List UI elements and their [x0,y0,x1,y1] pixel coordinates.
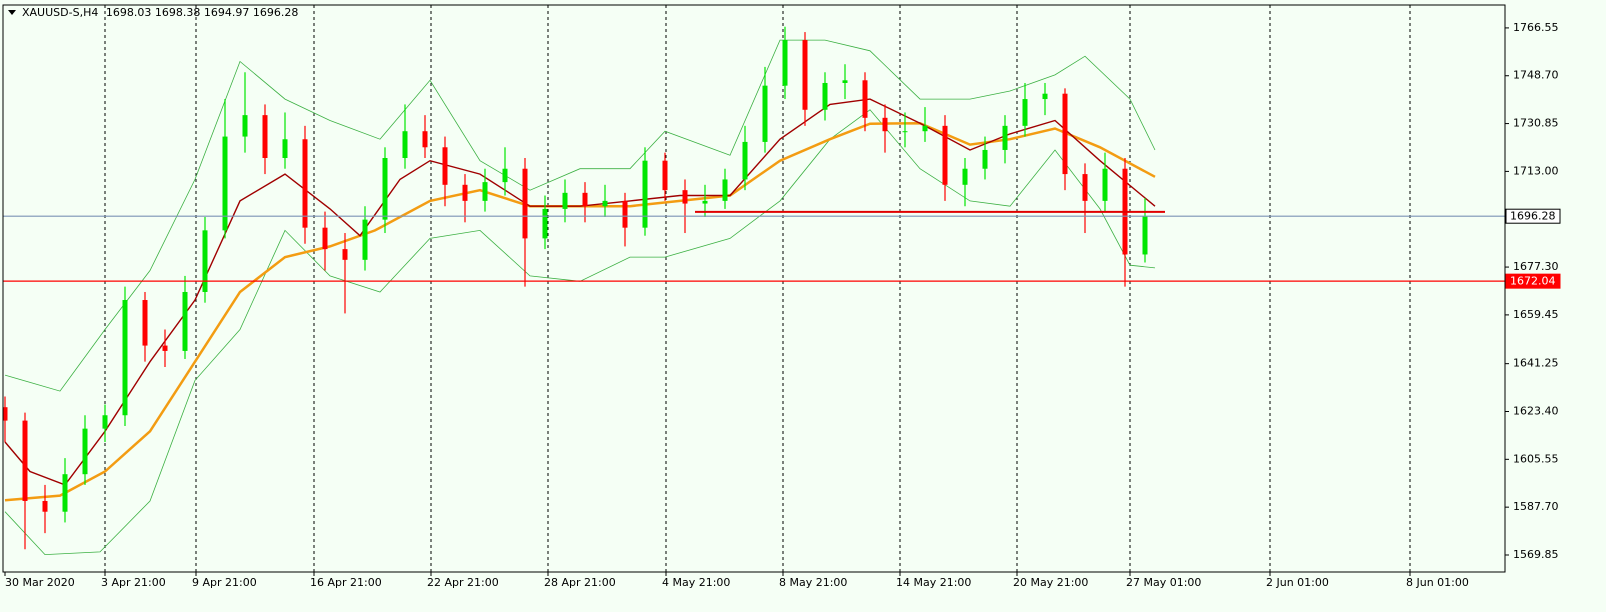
candle-body [162,345,168,351]
candle-body [662,160,668,191]
y-tick-label: 1569.85 [1513,548,1559,561]
x-tick-label: 8 May 21:00 [779,576,847,589]
candle-body [622,200,628,228]
indicator-line [4,39,1156,392]
candle-body [402,131,408,159]
indicator-line [4,109,1156,556]
candle-body [542,208,548,239]
y-tick-label: 1659.45 [1513,308,1559,321]
candle-body [762,85,768,142]
x-tick-label: 28 Apr 21:00 [544,576,616,589]
candle-body [502,168,508,183]
y-tick-label: 1605.55 [1513,452,1559,465]
candle-body [682,190,688,204]
candle-body [602,200,608,207]
candle-body [582,192,588,207]
y-tick-label: 1677.30 [1513,260,1559,273]
quote-close: 1696.28 [253,6,299,19]
candle-body [922,125,928,132]
y-tick-label: 1623.40 [1513,404,1559,417]
candle-body [522,168,528,239]
candle-body [942,125,948,185]
x-tick-label: 27 May 01:00 [1126,576,1201,589]
y-tick-label: 1748.70 [1513,69,1559,82]
candle-body [1002,125,1008,150]
candle-body [182,291,188,351]
candle-body [222,136,228,231]
candle-body [1102,168,1108,201]
x-tick-label: 22 Apr 21:00 [427,576,499,589]
price-label-box [1505,273,1561,289]
candle-body [1142,216,1148,255]
quote-low: 1694.97 [204,6,250,19]
candle-body [322,227,328,250]
candle-body [462,184,468,201]
x-tick-label: 20 May 21:00 [1013,576,1088,589]
y-tick-label: 1641.25 [1513,357,1559,370]
menu-arrow[interactable] [8,10,16,15]
candle-body [842,80,848,83]
candle-body [1022,99,1028,126]
x-tick-label: 16 Apr 21:00 [310,576,382,589]
x-tick-label: 30 Mar 2020 [5,576,75,589]
price-label: 1696.28 [1510,210,1556,223]
candle-body [382,158,388,220]
y-tick-label: 1766.55 [1513,21,1559,34]
candle-body [702,200,708,204]
candle-body [642,160,648,228]
y-tick-label: 1730.85 [1513,117,1559,130]
quote-open: 1698.03 [106,6,152,19]
candle-body [882,117,888,132]
candle-body [142,300,148,346]
plot-area [2,5,1505,572]
candle-body [262,115,268,159]
candle-body [782,40,788,86]
x-tick-label: 3 Apr 21:00 [101,576,166,589]
candle-body [82,428,88,475]
price-label: 1672.04 [1510,275,1556,288]
price-label-box [1505,208,1561,224]
candle-body [862,80,868,118]
candle-body [802,40,808,110]
candle-body [202,230,208,292]
candle-body [442,147,448,185]
candle-body [302,139,308,228]
candle-body [982,149,988,169]
y-tick-label: 1713.00 [1513,164,1559,177]
x-tick-label: 9 Apr 21:00 [192,576,257,589]
quote-high: 1698.38 [155,6,201,19]
candle-body [282,139,288,159]
candle-body [362,219,368,260]
candle-body [22,420,28,501]
candle-body [902,131,908,133]
plot-frame [2,4,1506,573]
candle-body [102,415,108,429]
candle-body [62,474,68,512]
header: XAUUSD-S,H4 1698.03 1698.38 1694.97 1696… [22,6,298,19]
symbol: XAUUSD-S,H4 [22,6,98,19]
x-tick-label: 4 May 21:00 [662,576,730,589]
candle-body [962,168,968,185]
x-tick-label: 2 Jun 01:00 [1266,576,1329,589]
candle-body [482,182,488,201]
candle-body [342,249,348,260]
candle-body [2,407,8,421]
x-tick-label: 8 Jun 01:00 [1406,576,1469,589]
candle-body [242,115,248,137]
x-tick-label: 14 May 21:00 [896,576,971,589]
candle-body [1082,174,1088,201]
candle-body [742,141,748,180]
candle-body [822,82,828,110]
candle-body [122,300,128,416]
candle-body [42,500,48,512]
candle-body [422,131,428,148]
candle-body [562,192,568,209]
candle-body [1042,93,1048,100]
y-tick-label: 1587.70 [1513,500,1559,513]
candle-body [1062,93,1068,175]
candle-body [722,179,728,201]
